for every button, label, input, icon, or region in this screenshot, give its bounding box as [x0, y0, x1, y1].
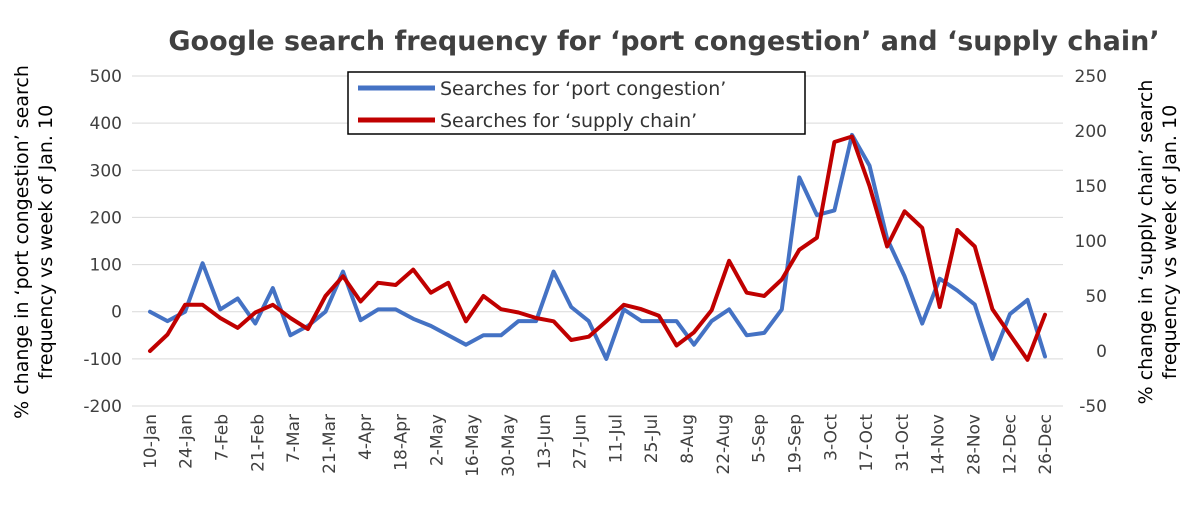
x-tick-label: 24-Jan	[177, 414, 197, 469]
x-tick-label: 7-Mar	[284, 414, 304, 463]
right-tick-label: 150	[1075, 177, 1107, 197]
x-tick-label: 7-Feb	[213, 414, 233, 461]
legend: Searches for ‘port congestion’ Searches f…	[347, 71, 806, 135]
series-layer	[148, 132, 1047, 362]
x-tick-label: 4-Apr	[356, 414, 376, 460]
left-tick-label: 200	[90, 208, 122, 228]
left-tick-label: 500	[90, 67, 122, 87]
left-tick-label: 0	[111, 303, 122, 323]
left-axis-label: % change in ‘port congestion’ search freq…	[11, 65, 57, 419]
x-tick-label: 31-Oct	[893, 414, 913, 472]
x-tick-label: 17-Oct	[857, 414, 877, 472]
legend-label: Searches for ‘port congestion’	[440, 78, 726, 100]
right-tick-label: 0	[1096, 342, 1107, 362]
left-tick-label: 100	[90, 256, 122, 276]
legend-box	[347, 71, 806, 135]
x-tick-label: 25-Jul	[642, 414, 662, 463]
gridlines	[132, 75, 1063, 407]
left-tick-label: 400	[90, 114, 122, 134]
right-tick-label: -50	[1079, 397, 1107, 417]
left-tick-label: -100	[83, 350, 122, 370]
x-tick-label: 27-Jun	[571, 414, 591, 469]
left-axis-label-line: frequency vs week of Jan. 10	[35, 105, 57, 379]
right-axis-label-line: % change in ‘supply chain’ search	[1135, 80, 1157, 405]
x-tick-label: 8-Aug	[678, 414, 698, 464]
x-tick-label: 16-May	[463, 414, 483, 477]
left-tick-label: -200	[83, 397, 122, 417]
x-tick-label: 13-Jun	[535, 414, 555, 469]
left-axis-ticks: -200 -100 0 100 200 300 400 500	[83, 67, 122, 417]
x-tick-label: 10-Jan	[141, 414, 161, 469]
left-axis-label-line: % change in ‘port congestion’ search	[11, 65, 33, 419]
x-tick-label: 11-Jul	[606, 414, 626, 463]
right-axis-label: % change in ‘supply chain’ search frequen…	[1135, 80, 1181, 405]
x-tick-label: 18-Apr	[392, 414, 412, 471]
x-axis-ticks: 10-Jan 24-Jan 7-Feb 21-Feb 7-Mar 21-Mar 4-Apr 1…	[141, 414, 1056, 477]
x-tick-label: 3-Oct	[821, 414, 841, 461]
right-tick-label: 50	[1085, 287, 1107, 307]
series-line-supply-chain	[148, 134, 1047, 362]
x-tick-label: 22-Aug	[714, 414, 734, 475]
right-tick-label: 200	[1075, 122, 1107, 142]
x-tick-label: 12-Dec	[1000, 414, 1020, 475]
chart-title: Google search frequency for ‘port conges…	[168, 26, 1159, 57]
x-tick-label: 5-Sep	[750, 414, 770, 463]
x-tick-label: 21-Mar	[320, 414, 340, 474]
x-tick-label: 28-Nov	[964, 414, 984, 475]
right-axis-label-line: frequency vs week of Jan. 10	[1159, 105, 1181, 379]
left-tick-label: 300	[90, 161, 122, 181]
x-tick-label: 21-Feb	[248, 414, 268, 472]
x-tick-label: 2-May	[427, 414, 447, 466]
right-tick-label: 250	[1075, 67, 1107, 87]
x-tick-label: 30-May	[499, 414, 519, 477]
legend-label: Searches for ‘supply chain’	[440, 110, 697, 132]
series-line-port-congestion	[148, 132, 1047, 361]
x-tick-label: 26-Dec	[1036, 414, 1056, 475]
x-tick-label: 19-Sep	[785, 414, 805, 474]
x-tick-label: 14-Nov	[929, 414, 949, 475]
right-tick-label: 100	[1075, 232, 1107, 252]
right-axis-ticks: -50 0 50 100 150 200 250	[1075, 67, 1107, 417]
